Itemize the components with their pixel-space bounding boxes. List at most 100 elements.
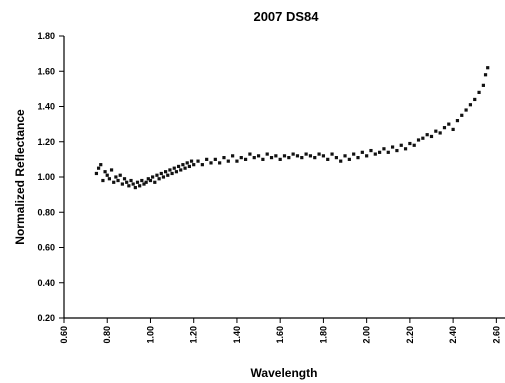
data-point [373,152,377,156]
data-point [313,156,317,160]
data-point [252,156,256,160]
data-point [477,90,481,94]
x-tick-label: 1.60 [275,326,285,344]
data-point [189,159,194,163]
data-point [356,156,360,160]
data-point [125,180,129,184]
data-point [330,152,334,156]
data-point [483,73,488,77]
data-point [395,148,399,153]
data-point [107,177,111,181]
data-point [464,108,468,112]
data-point [213,157,217,161]
data-point [282,154,287,158]
data-point [403,147,408,151]
data-point [408,141,412,146]
data-point [278,157,282,161]
data-point [382,147,386,151]
data-point [378,150,382,154]
x-tick-label: 1.20 [189,326,199,344]
data-point [274,154,278,158]
x-tick-label: 1.00 [145,326,155,344]
data-point [300,156,304,160]
data-point [256,154,261,158]
data-point [112,180,116,184]
data-point [412,143,416,147]
data-point [172,166,176,170]
data-point [148,178,153,183]
y-tick-label: 1.80 [37,31,55,41]
x-tick-label: 0.60 [59,326,69,344]
data-point [185,161,189,165]
data-point [226,159,230,163]
data-point [103,170,107,174]
data-point [133,185,137,190]
data-point [140,178,144,183]
y-tick-label: 1.40 [37,102,55,112]
x-tick-label: 0.80 [102,326,112,344]
data-point [339,159,343,163]
x-tick-label: 2.60 [491,326,501,344]
y-axis-label: Normalized Reflectance [13,109,27,245]
data-point [118,173,122,177]
data-point [308,154,313,158]
data-point [120,182,124,186]
data-point [231,154,235,158]
data-point [486,66,490,70]
plot-area [63,36,505,319]
data-point [200,163,204,167]
y-tick-label: 0.80 [37,207,55,217]
data-point [352,152,356,156]
data-point [317,152,321,156]
data-point [468,103,473,107]
data-point [447,122,451,126]
data-point [369,148,373,153]
data-point [164,170,168,174]
data-point [360,150,364,154]
data-point [122,177,127,181]
chart-title: 2007 DS84 [253,9,319,24]
x-tick-label: 1.40 [232,326,242,344]
data-point [161,175,166,179]
data-point [183,166,187,170]
data-point [168,168,172,172]
data-point [142,182,146,186]
data-point [109,168,114,172]
x-tick-label: 2.00 [362,326,372,344]
data-point [434,129,438,133]
data-point [460,113,464,117]
data-point [129,178,133,183]
data-point [347,157,351,161]
data-point [235,159,239,163]
data-point [455,119,460,123]
data-point [205,157,209,161]
y-tick-label: 0.20 [37,313,55,323]
data-point [451,127,455,132]
data-point [157,177,161,181]
y-ticks: 0.20 0.40 0.60 0.80 1.00 1.20 1.40 1.60 1.80 [37,31,64,323]
data-point [269,156,274,160]
data-point [304,152,308,156]
x-ticks: 0.60 0.80 1.00 1.20 1.40 1.60 1.80 2.00 2.20 2.40… [59,318,501,344]
data-point [170,171,174,176]
data-point [421,136,425,140]
data-point [481,83,485,87]
y-tick-label: 0.60 [37,243,55,253]
data-point [101,178,105,183]
data-point [181,163,185,167]
x-tick-label: 2.20 [405,326,415,344]
y-tick-label: 1.20 [37,137,55,147]
data-point [218,161,222,165]
data-point [438,131,442,135]
data-point [159,171,163,176]
data-point [192,163,196,167]
data-point [209,161,213,165]
data-point [326,157,330,161]
data-point [196,159,200,163]
data-point [261,157,265,161]
data-point [473,97,477,102]
data-point [94,171,99,176]
data-point [386,150,390,154]
